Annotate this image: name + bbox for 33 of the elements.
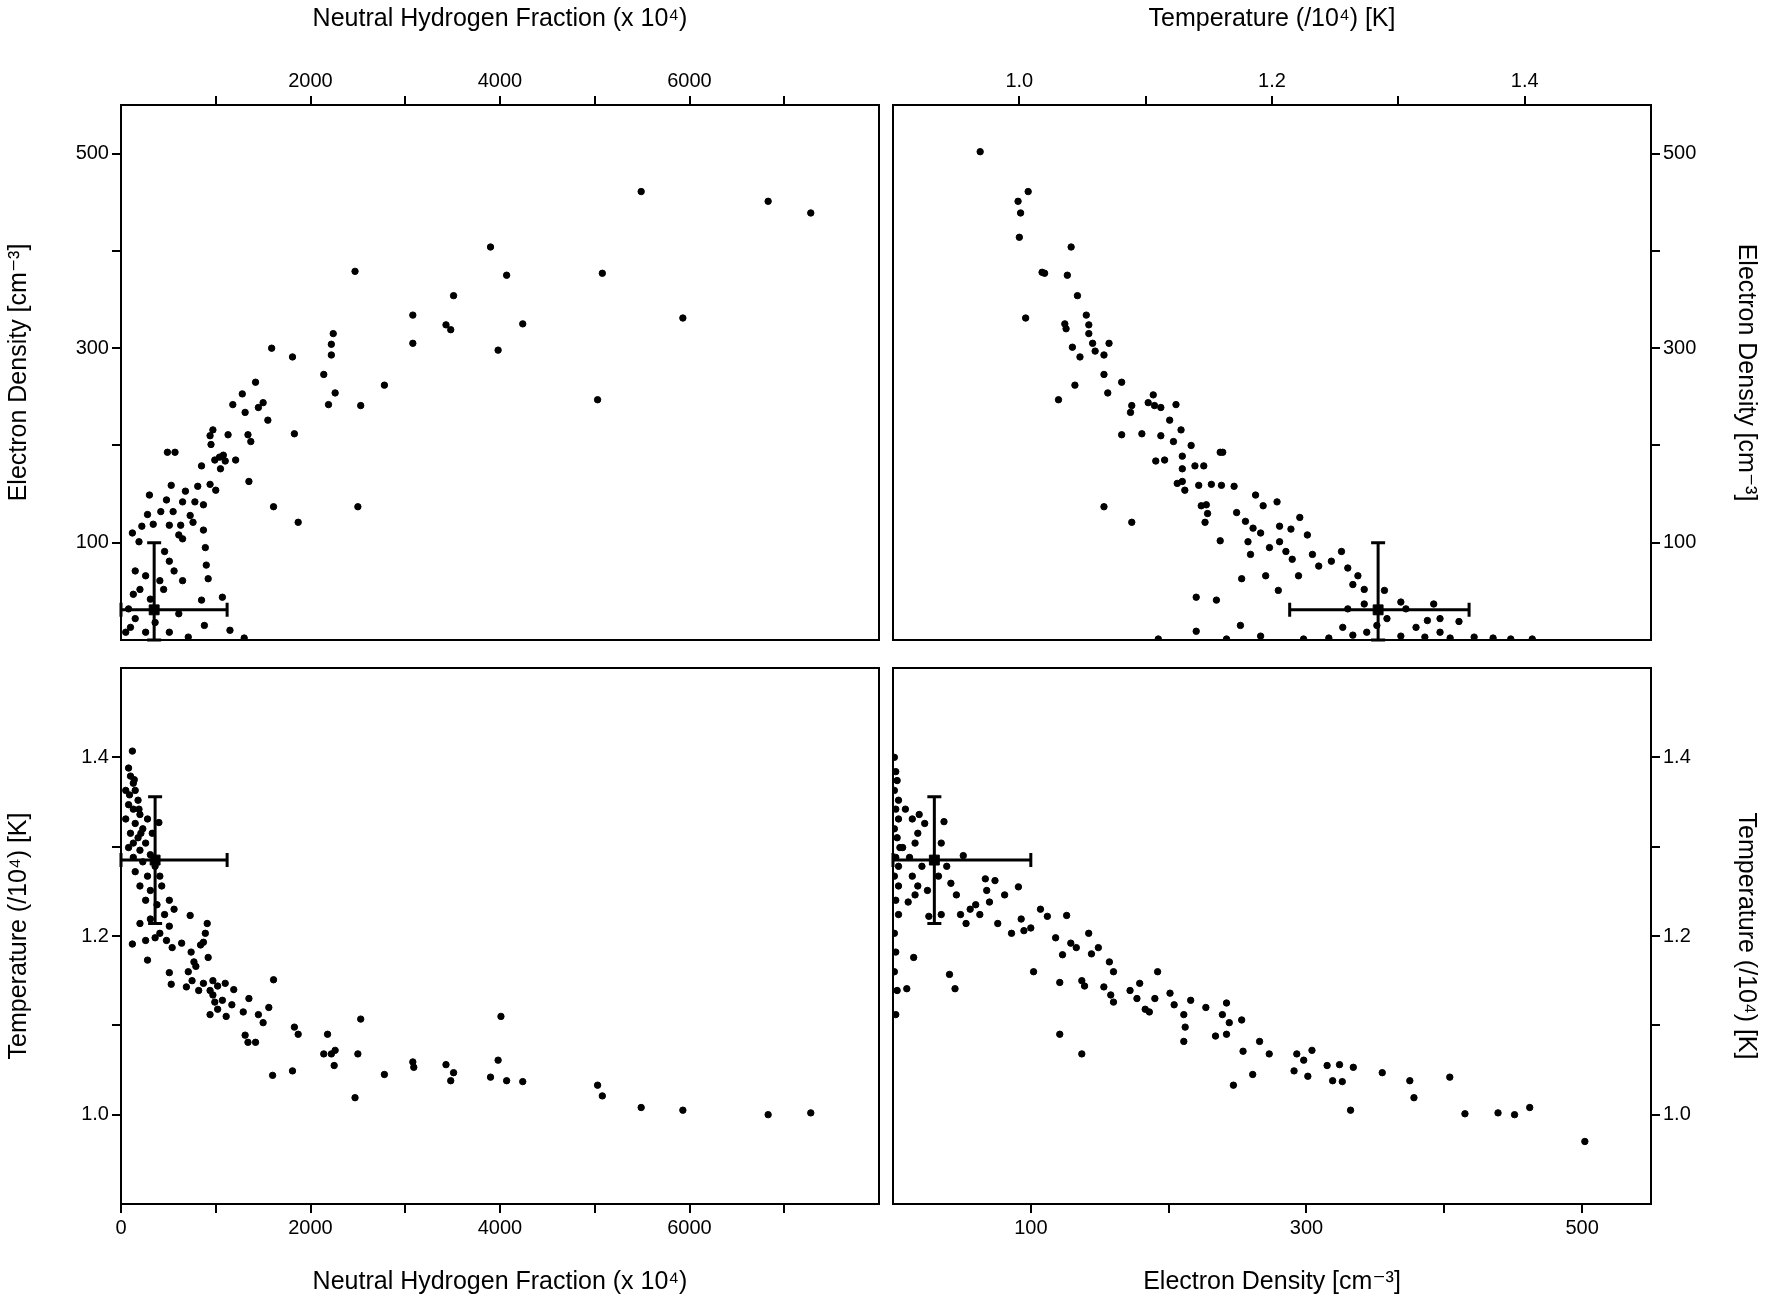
y-axis-title: Temperature (/10⁴) [K]	[2, 812, 31, 1060]
x-tick-label: 0	[115, 1215, 127, 1238]
x-tick-label: 100	[1014, 1215, 1048, 1238]
x-tick-label: 2000	[288, 68, 333, 91]
y-axis-title: Electron Density [cm⁻³]	[1734, 243, 1763, 502]
y-axis-title: Electron Density [cm⁻³]	[2, 243, 31, 502]
x-tick-label: 2000	[288, 1215, 333, 1238]
x-axis-title: Temperature (/10⁴) [K]	[1148, 2, 1396, 31]
x-tick-label: 500	[1565, 1215, 1599, 1238]
x-tick-label: 4000	[477, 68, 523, 91]
x-tick-label: 6000	[667, 1215, 712, 1238]
y-axis-title: Temperature (/10⁴) [K]	[1734, 812, 1763, 1060]
x-tick-label: 1.2	[1258, 68, 1286, 91]
y-tick-label: 100	[1663, 530, 1697, 553]
y-tick-label: 500	[1663, 141, 1697, 164]
x-axis-title: Electron Density [cm⁻³]	[1143, 1265, 1401, 1294]
y-tick-label: 1.2	[81, 923, 109, 946]
x-tick-label: 300	[1289, 1215, 1324, 1238]
x-tick-label: 6000	[667, 68, 712, 91]
y-tick-label: 1.0	[81, 1102, 109, 1125]
y-tick-label: 300	[1663, 335, 1697, 358]
x-axis-title: Neutral Hydrogen Fraction (x 10⁴)	[312, 2, 688, 31]
y-tick-label: 1.4	[1663, 744, 1691, 767]
y-tick-label: 1.2	[1663, 923, 1691, 946]
x-tick-label: 1.4	[1510, 68, 1539, 91]
y-tick-label: 1.4	[81, 744, 109, 767]
x-axis-title: Neutral Hydrogen Fraction (x 10⁴)	[312, 1265, 688, 1294]
y-tick-label: 100	[75, 530, 109, 553]
y-tick-label: 300	[75, 335, 109, 358]
x-tick-label: 1.0	[1005, 68, 1034, 91]
x-tick-label: 4000	[477, 1215, 523, 1238]
y-tick-label: 500	[75, 141, 109, 164]
y-tick-label: 1.0	[1663, 1102, 1691, 1125]
